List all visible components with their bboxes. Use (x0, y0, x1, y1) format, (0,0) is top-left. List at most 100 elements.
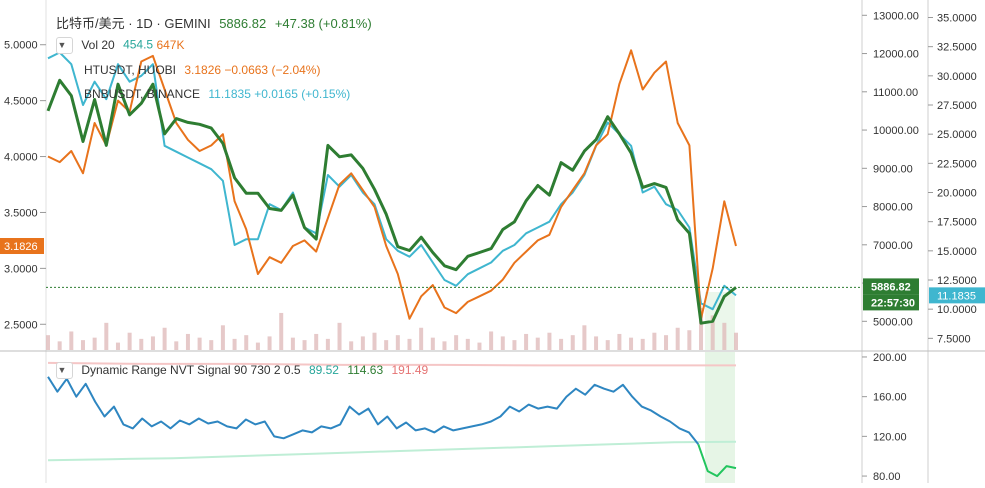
vol-legend: ▼ Vol 20 454.5 647K (56, 37, 189, 54)
volume-bar (477, 342, 482, 350)
volume-bar (232, 338, 237, 350)
volume-bar (384, 340, 389, 350)
bnb-values: 11.1835 +0.0165 (+0.15%) (208, 87, 351, 101)
indicator-value-2: 114.63 (347, 362, 384, 377)
volume-bar (302, 340, 307, 350)
volume-bar (489, 331, 494, 350)
volume-bar (570, 335, 575, 350)
collapse-legend-button[interactable]: ▼ (56, 37, 73, 54)
right-axis-tick-label: 25.0000 (937, 129, 977, 141)
right-axis-tick-label: 12.5000 (937, 275, 977, 287)
volume-bar (325, 338, 330, 350)
symbol-change: +47.38 (+0.81%) (274, 16, 372, 31)
mid-axis-tick-label: 13000.00 (873, 10, 919, 22)
bnb-price-badge-text: 11.1835 (937, 290, 976, 302)
volume-bar (150, 336, 155, 350)
volume-bar (722, 322, 727, 350)
left-axis-tick-label: 4.0000 (4, 152, 38, 164)
volume-bar (372, 332, 377, 350)
volume-bar (162, 327, 167, 350)
mid-axis-tick-label: 10000.00 (873, 125, 919, 137)
volume-bar (699, 308, 704, 350)
right-axis-tick-label: 32.5000 (937, 42, 977, 54)
volume-bar (139, 338, 144, 350)
ht-legend: HTUSDT, HUOBI 3.1826 −0.0663 (−2.04%) (84, 63, 325, 77)
btc-price-badge-text: 5886.82 (871, 281, 911, 293)
volume-bar (419, 327, 424, 350)
volume-bar (640, 338, 645, 350)
vol-label: Vol 20 (81, 37, 115, 52)
upper-band-line (47, 361, 736, 367)
volume-bar (512, 340, 517, 350)
volume-bar (290, 337, 295, 350)
volume-bar (115, 342, 120, 350)
right-axis-tick-label: 15.0000 (937, 246, 977, 258)
indicator-axis-tick-label: 160.00 (873, 392, 907, 404)
indicator-value-1: 89.52 (308, 362, 339, 377)
volume-bar (80, 340, 85, 350)
volume-bar (617, 333, 622, 350)
right-axis-tick-label: 30.0000 (937, 71, 977, 83)
left-axis-tick-label: 3.5000 (4, 207, 38, 219)
volume-bar (535, 337, 540, 350)
symbol-title: 比特币/美元 · 1D · GEMINI (56, 16, 211, 31)
volume-bar (279, 312, 284, 350)
volume-bar (267, 336, 272, 350)
ht-values: 3.1826 −0.0663 (−2.04%) (184, 63, 321, 77)
volume-bar (244, 335, 249, 350)
volume-bar (57, 341, 62, 350)
chevron-down-icon: ▼ (57, 40, 67, 50)
vol-value-2: 647K (156, 37, 185, 52)
left-axis-tick-label: 3.0000 (4, 263, 38, 275)
volume-bar (675, 327, 680, 350)
ht-series-line (47, 49, 737, 320)
chevron-down-icon: ▼ (57, 365, 67, 375)
right-axis-tick-label: 20.0000 (937, 188, 977, 200)
volume-bar (360, 336, 365, 350)
left-axis-tick-label: 4.5000 (4, 96, 38, 108)
bnb-label: BNBUSDT, BINANCE (84, 87, 201, 101)
indicator-axis-tick-label: 200.00 (873, 352, 907, 364)
volume-bar (582, 325, 587, 350)
right-axis-tick-label: 35.0000 (937, 13, 977, 25)
bnb-legend: BNBUSDT, BINANCE 11.1835 +0.0165 (+0.15%… (84, 87, 355, 101)
right-axis-tick-label: 27.5000 (937, 100, 977, 112)
volume-bar (185, 333, 190, 350)
volume-bar (687, 330, 692, 350)
volume-bar (442, 341, 447, 350)
volume-bar (127, 332, 132, 350)
ht-price-badge (0, 238, 44, 255)
volume-bar (337, 322, 342, 350)
volume-bar (605, 340, 610, 350)
volume-bar (46, 335, 50, 350)
volume-bar (500, 336, 505, 350)
volume-bar (209, 340, 214, 350)
volume-bar (104, 322, 109, 350)
right-axis-tick-label: 22.5000 (937, 158, 977, 170)
btc-series-line (46, 78, 737, 325)
volume-bar (652, 332, 657, 350)
collapse-indicator-button[interactable]: ▼ (56, 362, 73, 379)
mid-axis-tick-label: 11000.00 (873, 87, 918, 99)
volume-bar (407, 338, 412, 350)
volume-bar (174, 341, 179, 350)
lower-band-line (47, 440, 737, 462)
indicator-axis-tick-label: 80.00 (873, 471, 901, 483)
volume-bar (349, 341, 354, 350)
nvt-signal-line (47, 376, 700, 445)
mid-axis-tick-label: 5000.00 (873, 316, 913, 328)
volume-bar (559, 338, 564, 350)
right-axis-tick-label: 10.0000 (937, 304, 977, 316)
volume-bar (395, 335, 400, 350)
indicator-axis-tick-label: 120.00 (873, 431, 907, 443)
volume-bar (547, 332, 552, 350)
nvt-signal-line-low (697, 443, 737, 478)
volume-bar (734, 332, 738, 350)
volume-bar (594, 336, 599, 350)
indicator-value-3: 191.49 (391, 362, 429, 377)
volume-bar (524, 333, 529, 350)
volume-bar (664, 335, 669, 350)
volume-bar (69, 331, 74, 350)
